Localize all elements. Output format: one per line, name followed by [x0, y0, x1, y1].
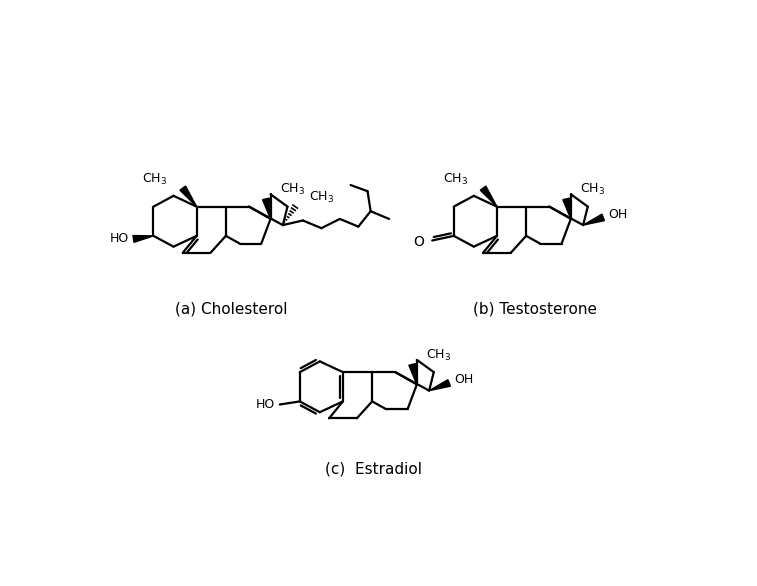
Text: OH: OH: [453, 373, 473, 386]
Text: O: O: [413, 235, 425, 249]
Text: (a) Cholesterol: (a) Cholesterol: [175, 301, 288, 316]
Polygon shape: [429, 380, 450, 391]
Polygon shape: [480, 186, 497, 207]
Text: HO: HO: [256, 398, 275, 411]
Polygon shape: [180, 186, 197, 207]
Text: CH$_3$: CH$_3$: [142, 172, 167, 186]
Text: (c)  Estradiol: (c) Estradiol: [326, 462, 422, 476]
Text: CH$_3$: CH$_3$: [280, 182, 305, 197]
Polygon shape: [133, 236, 154, 243]
Text: CH$_3$: CH$_3$: [309, 190, 334, 205]
Text: (b) Testosterone: (b) Testosterone: [473, 301, 597, 316]
Text: CH$_3$: CH$_3$: [580, 182, 605, 197]
Text: HO: HO: [110, 233, 129, 246]
Polygon shape: [263, 198, 270, 219]
Polygon shape: [409, 364, 417, 384]
Text: OH: OH: [608, 208, 627, 221]
Text: CH$_3$: CH$_3$: [443, 172, 468, 186]
Polygon shape: [563, 198, 571, 219]
Polygon shape: [583, 214, 604, 225]
Text: CH$_3$: CH$_3$: [426, 348, 451, 363]
